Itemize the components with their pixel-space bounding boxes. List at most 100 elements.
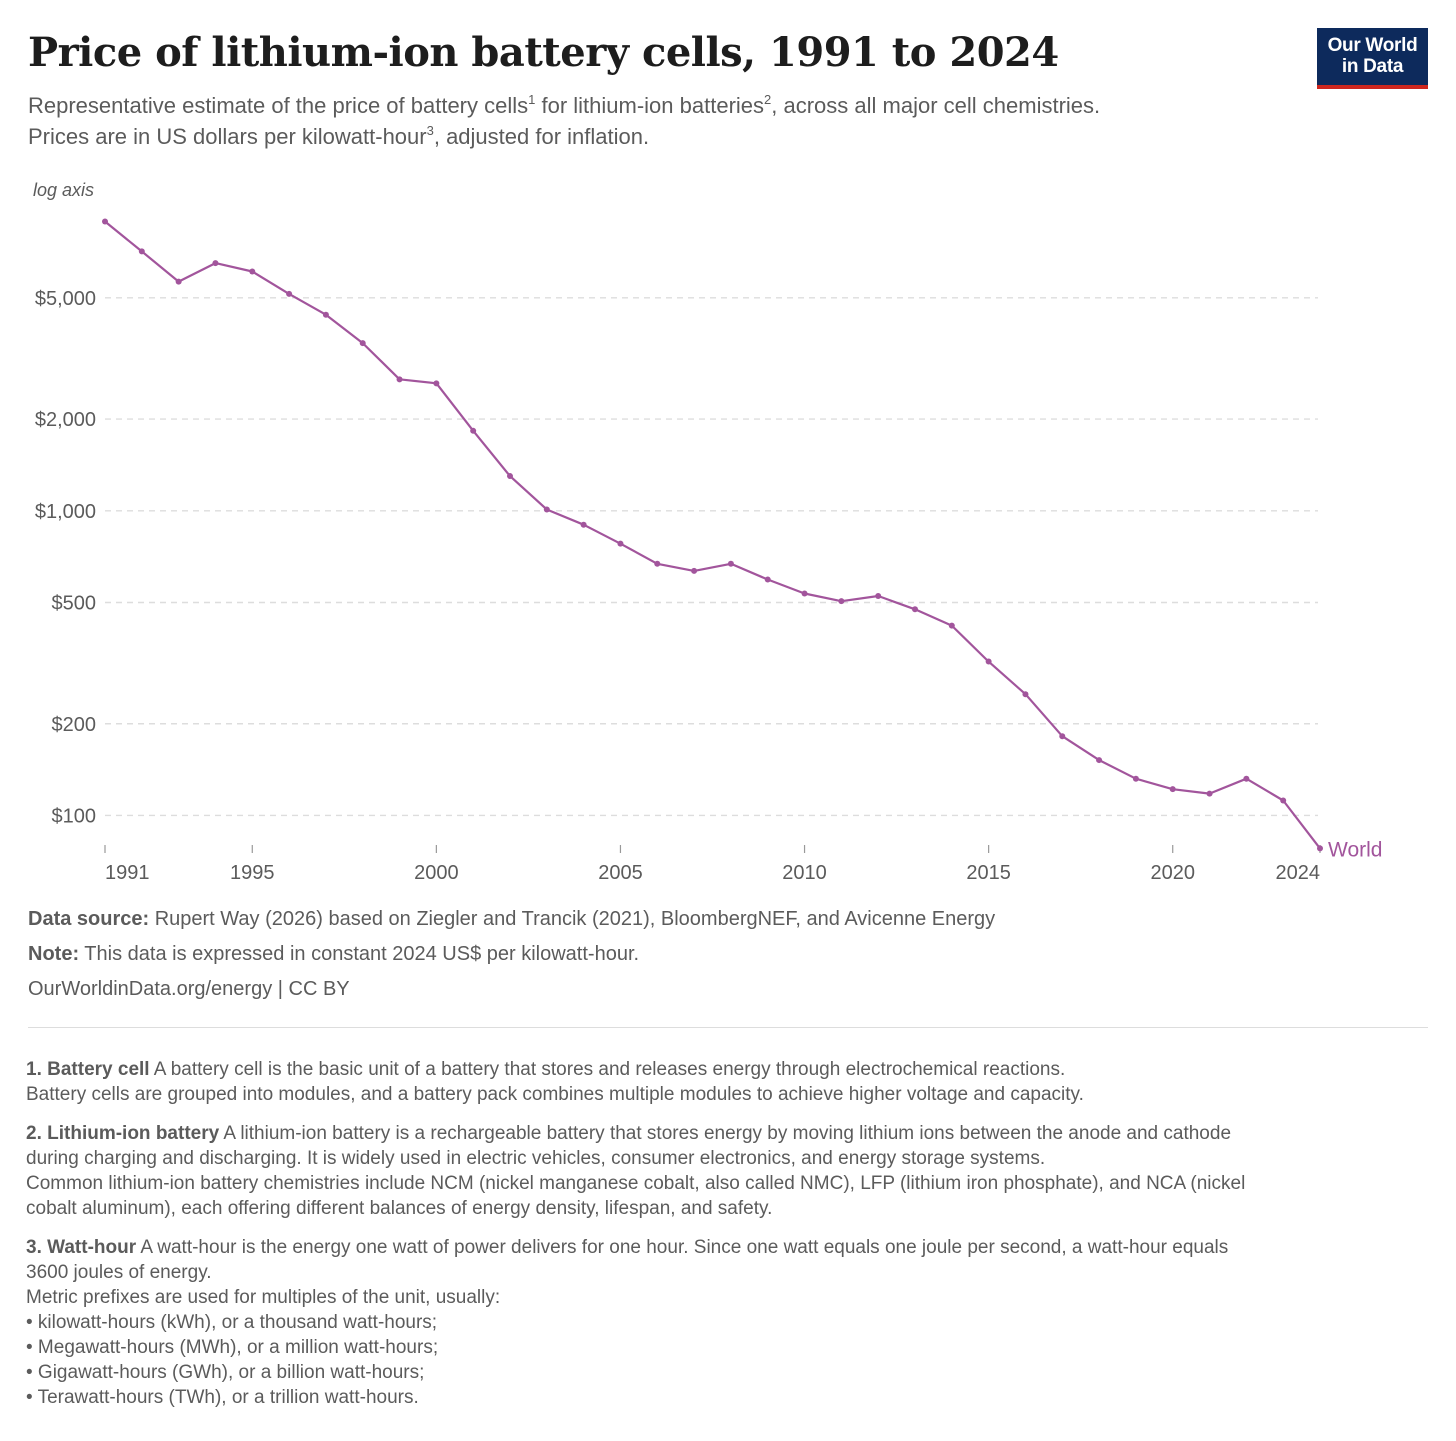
footnote-line: • Terawatt-hours (TWh), or a trillion wa… [26,1385,1426,1410]
data-point[interactable] [1096,757,1103,764]
footnotes: 1. Battery cell A battery cell is the ba… [26,1057,1426,1424]
x-tick-label: 1995 [230,862,275,884]
subtitle-line-1: Representative estimate of the price of … [28,90,1298,121]
footnote-label: 2. Lithium-ion battery [26,1123,220,1144]
x-tick-label: 2015 [966,862,1011,884]
series-label[interactable]: World [1328,838,1382,861]
footnote-line: Common lithium-ion battery chemistries i… [26,1171,1426,1196]
data-point[interactable] [654,560,661,567]
series-line-world[interactable] [104,220,1321,850]
subtitle-line-2: Prices are in US dollars per kilowatt-ho… [28,121,1298,152]
url-license-link[interactable]: OurWorldinData.org/energy | CC BY [28,978,350,1000]
data-point[interactable] [1169,786,1176,793]
data-point[interactable] [1206,790,1213,797]
data-point[interactable] [322,311,329,318]
chart-subtitle: Representative estimate of the price of … [28,90,1298,152]
data-point[interactable] [764,576,771,583]
footnote-text: A lithium-ion battery is a rechargeable … [219,1123,1232,1144]
data-point[interactable] [1280,797,1287,804]
x-tick-label: 2020 [1150,862,1195,884]
footnote-text: • kilowatt-hours (kWh), or a thousand wa… [26,1312,438,1333]
subtitle-text: , adjusted for inflation. [433,124,650,149]
y-tick-label: $500 [52,593,97,615]
data-point[interactable] [727,560,734,567]
subtitle-text: , across all major cell chemistries. [771,93,1101,118]
footnote-line: during charging and discharging. It is w… [26,1146,1426,1171]
logo-text-line-1: Our World [1327,35,1418,56]
subtitle-text: Prices are in US dollars per kilowatt-ho… [28,124,427,149]
data-point[interactable] [580,521,587,528]
footnote-text: A battery cell is the basic unit of a ba… [149,1059,1066,1080]
data-point[interactable] [249,268,256,275]
x-tick-label: 1991 [105,862,150,884]
sources-block: Data source: Rupert Way (2026) based on … [28,904,1428,1009]
y-tick-label: $5,000 [35,288,96,310]
x-tick-label: 2000 [414,862,459,884]
note: Note: This data is expressed in constant… [28,939,1428,974]
data-point[interactable] [1317,845,1323,852]
line-chart: log axis $100$200$500$1,000$2,000$5,000 … [33,180,1382,884]
footnote-line: • Megawatt-hours (MWh), or a million wat… [26,1335,1426,1360]
note-label: Note: [28,943,80,965]
series-layer: World [102,218,1382,861]
data-point[interactable] [875,593,882,600]
gridlines [105,297,1318,817]
data-point[interactable] [470,427,477,434]
logo-text-line-2: in Data [1341,56,1404,77]
footnote-line: 3. Watt-hour A watt-hour is the energy o… [26,1235,1426,1260]
data-point[interactable] [1243,775,1250,782]
data-source-text[interactable]: Rupert Way (2026) based on Ziegler and T… [149,908,996,930]
data-point[interactable] [175,278,182,285]
divider [28,1027,1428,1028]
data-point[interactable] [212,260,219,267]
data-point[interactable] [912,606,918,613]
data-point[interactable] [507,473,513,480]
data-point[interactable] [985,658,992,665]
y-tick-label: $1,000 [35,501,96,523]
data-point[interactable] [691,567,698,574]
footnote-ref-3[interactable]: 3 [426,123,434,138]
data-point[interactable] [138,248,145,255]
data-point[interactable] [396,376,403,383]
data-point[interactable] [359,340,366,347]
chart-title: Price of lithium-ion battery cells, 1991… [28,29,1059,76]
footnote-text: during charging and discharging. It is w… [26,1148,1046,1169]
y-axis: $100 $200 $500 $1,000 $2,000 $5,000 [35,288,96,828]
data-point[interactable] [543,506,550,513]
y-tick-label: $200 [52,714,97,736]
footnote-label: 3. Watt-hour [26,1237,137,1258]
data-point[interactable] [102,218,108,225]
x-axis: 1991 1995 2000 2005 2010 2015 2020 2024 [104,845,1321,884]
footnote-text: • Megawatt-hours (MWh), or a million wat… [26,1337,439,1358]
footnote-3: 3. Watt-hour A watt-hour is the energy o… [26,1235,1426,1410]
footnote-line: 1. Battery cell A battery cell is the ba… [26,1057,1426,1082]
data-source-label: Data source: [28,908,150,930]
data-point[interactable] [801,590,808,597]
footnote-line: 3600 joules of energy. [26,1260,1426,1285]
footnote-2: 2. Lithium-ion battery A lithium-ion bat… [26,1121,1426,1221]
x-tick-label: 2024 [1276,862,1321,884]
footnote-text: Battery cells are grouped into modules, … [26,1084,1084,1105]
data-point[interactable] [433,380,440,387]
owid-logo[interactable]: Our World in Data [1317,28,1428,89]
data-point[interactable] [1059,733,1066,740]
footnote-text: • Terawatt-hours (TWh), or a trillion wa… [26,1387,419,1408]
data-point[interactable] [617,540,624,547]
footnote-text: • Gigawatt-hours (GWh), or a billion wat… [26,1362,425,1383]
footnote-1: 1. Battery cell A battery cell is the ba… [26,1057,1426,1107]
footnote-line: Metric prefixes are used for multiples o… [26,1285,1426,1310]
data-point[interactable] [948,622,955,629]
y-tick-label: $2,000 [35,409,96,431]
footnote-ref-1[interactable]: 1 [528,92,536,107]
footnote-text: 3600 joules of energy. [26,1262,212,1283]
data-point[interactable] [1022,691,1029,698]
data-point[interactable] [286,290,293,297]
data-point[interactable] [838,598,845,605]
data-point[interactable] [1132,775,1139,782]
footnote-line: • kilowatt-hours (kWh), or a thousand wa… [26,1310,1426,1335]
footnote-ref-2[interactable]: 2 [764,92,772,107]
footnote-line: cobalt aluminum), each offering differen… [26,1196,1426,1221]
footnote-text: Common lithium-ion battery chemistries i… [26,1173,1246,1194]
log-axis-label[interactable]: log axis [33,180,94,200]
footnote-line: 2. Lithium-ion battery A lithium-ion bat… [26,1121,1426,1146]
